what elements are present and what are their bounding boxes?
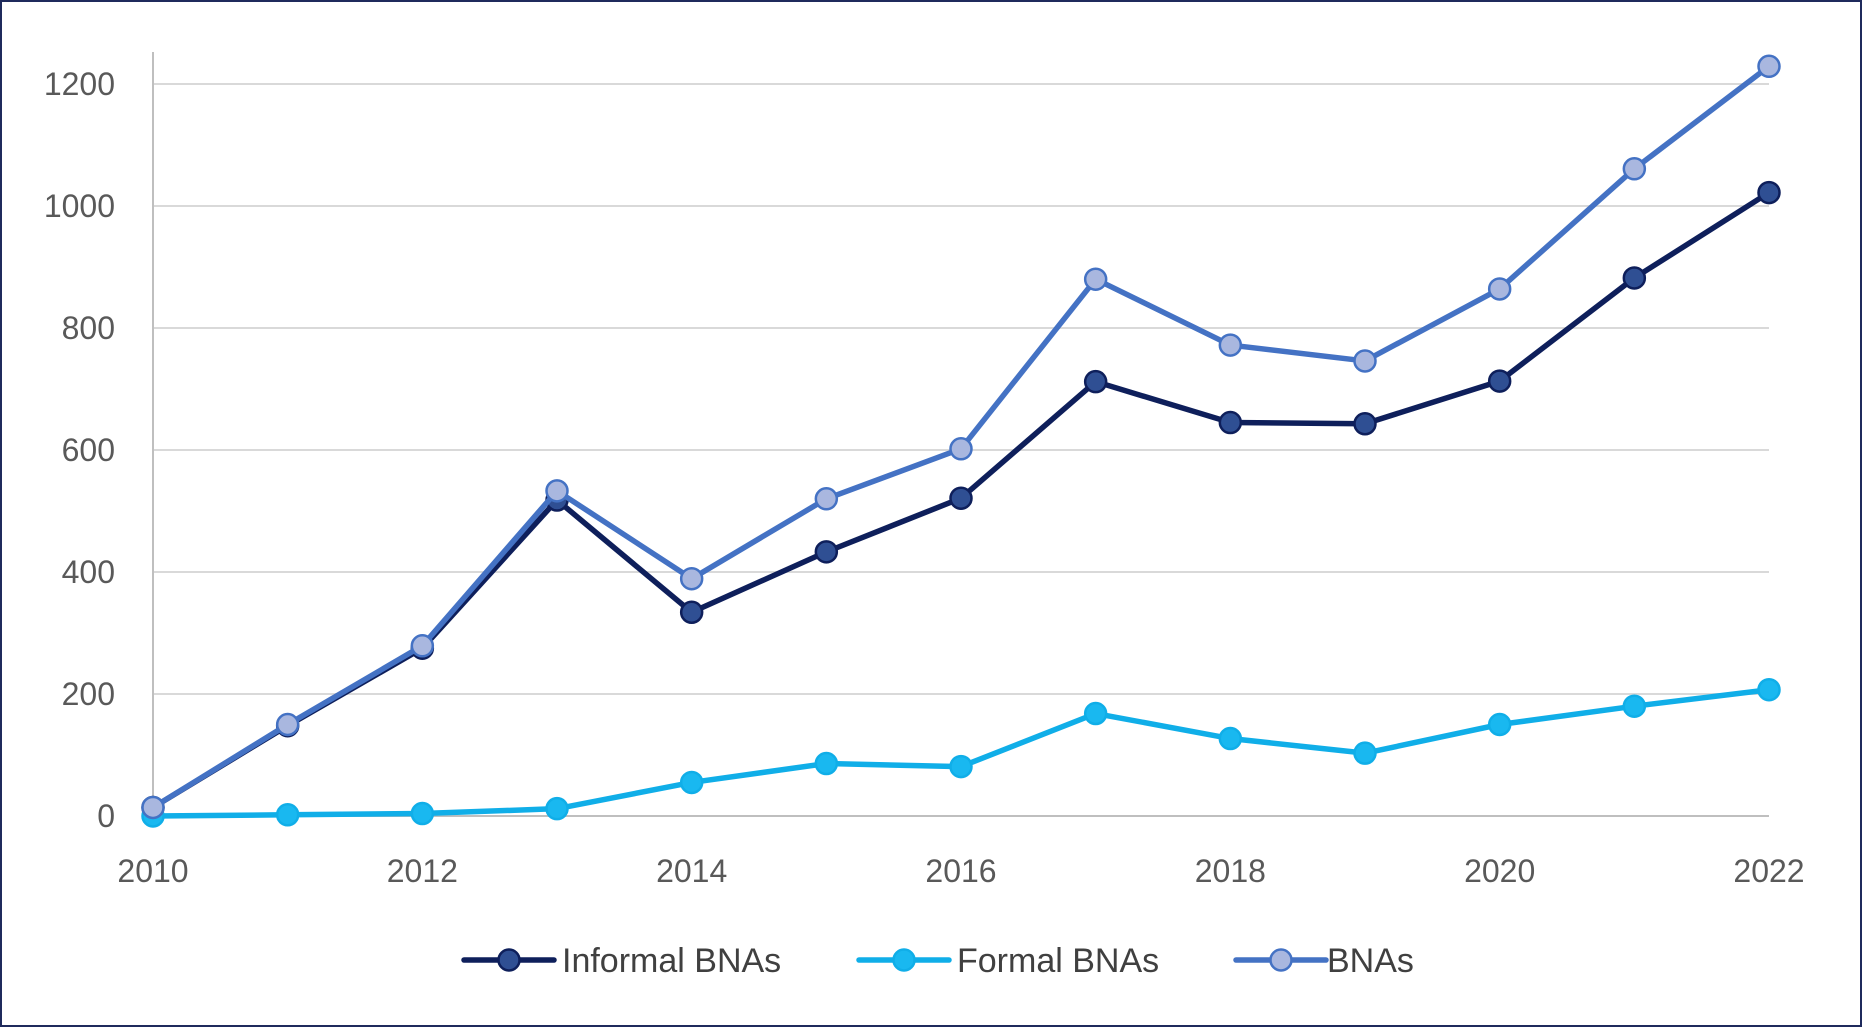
legend-marker [1269, 948, 1293, 972]
legend-item: Formal BNAs [856, 942, 1159, 980]
data-point [1083, 267, 1108, 291]
y-tick-label: 200 [62, 676, 115, 712]
data-point [1757, 180, 1781, 205]
series-bnas [141, 54, 1781, 820]
data-point [1487, 369, 1512, 393]
data-point [1487, 277, 1512, 301]
legend-item: Informal BNAs [461, 942, 781, 980]
x-tick-label: 2014 [656, 853, 727, 889]
gridlines [153, 83, 1769, 695]
data-point [1622, 157, 1647, 181]
data-point [410, 634, 435, 658]
data-point [1083, 369, 1108, 394]
data-point [1757, 54, 1781, 79]
legend-marker [892, 948, 916, 972]
x-tick-label: 2020 [1464, 853, 1535, 889]
data-point [679, 600, 704, 625]
data-point [1487, 712, 1512, 737]
legend-item: BNAs [1233, 942, 1414, 980]
data-point [1622, 694, 1647, 718]
y-tick-label: 800 [62, 310, 115, 346]
data-point [545, 796, 569, 821]
data-point [1353, 349, 1377, 373]
data-point [1218, 726, 1243, 751]
x-tick-label: 2010 [117, 853, 188, 889]
data-point [545, 479, 569, 503]
y-tick-label: 0 [97, 798, 115, 834]
legend-marker [497, 948, 521, 972]
data-point [1353, 412, 1377, 436]
data-point [949, 754, 973, 779]
series-formal-bnas [141, 677, 1781, 828]
data-point [949, 486, 973, 510]
y-tick-label: 1200 [44, 66, 115, 102]
axes [152, 52, 1769, 817]
data-point [1622, 266, 1647, 290]
data-point [410, 801, 435, 826]
data-point [679, 770, 704, 795]
data-point [275, 712, 300, 737]
data-point [814, 540, 839, 564]
legend-label: Formal BNAs [957, 942, 1159, 980]
data-point [1218, 333, 1243, 357]
data-point [679, 566, 704, 591]
tick-labels: 0 200 400 600 800 1000 1200 2010 2012 2014 2016 201… [44, 66, 1805, 889]
y-tick-label: 1000 [44, 188, 115, 224]
data-series [141, 54, 1781, 828]
data-point [949, 437, 973, 461]
data-point [1353, 741, 1377, 765]
legend: Informal BNAs Formal BNAs BNAs [461, 942, 1414, 980]
y-tick-label: 600 [62, 432, 115, 468]
data-point [814, 487, 839, 511]
x-tick-label: 2012 [387, 853, 458, 889]
data-point [1083, 701, 1108, 726]
x-tick-label: 2018 [1195, 853, 1266, 889]
data-point [141, 795, 165, 820]
series-line [150, 63, 1772, 811]
x-tick-label: 2016 [925, 853, 996, 889]
series-line [150, 686, 1772, 819]
x-tick-label: 2022 [1733, 853, 1804, 889]
legend-label: BNAs [1327, 942, 1414, 980]
data-point [1218, 410, 1243, 435]
y-tick-label: 400 [62, 554, 115, 590]
legend-label: Informal BNAs [562, 942, 781, 980]
data-point [275, 803, 300, 827]
data-point [814, 751, 839, 776]
data-point [1757, 677, 1781, 702]
